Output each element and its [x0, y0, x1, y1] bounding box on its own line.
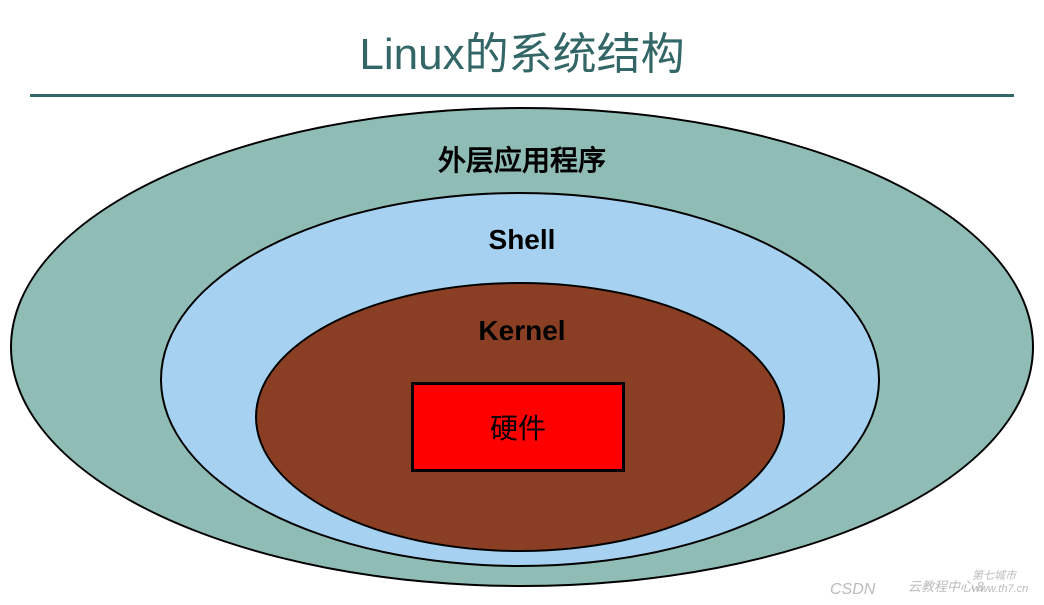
shell-layer-label: Shell — [0, 224, 1044, 256]
hardware-label: 硬件 — [490, 407, 546, 447]
watermark-right: 第七城市 www.th7.cn — [972, 567, 1044, 595]
hardware-box: 硬件 — [411, 382, 625, 472]
page-title: Linux的系统结构 — [0, 0, 1044, 82]
linux-structure-diagram: 硬件 外层应用程序 Shell Kernel — [0, 97, 1044, 587]
outer-layer-label: 外层应用程序 — [0, 139, 1044, 179]
watermark-csdn: CSDN — [830, 581, 875, 599]
kernel-layer-label: Kernel — [0, 315, 1044, 347]
